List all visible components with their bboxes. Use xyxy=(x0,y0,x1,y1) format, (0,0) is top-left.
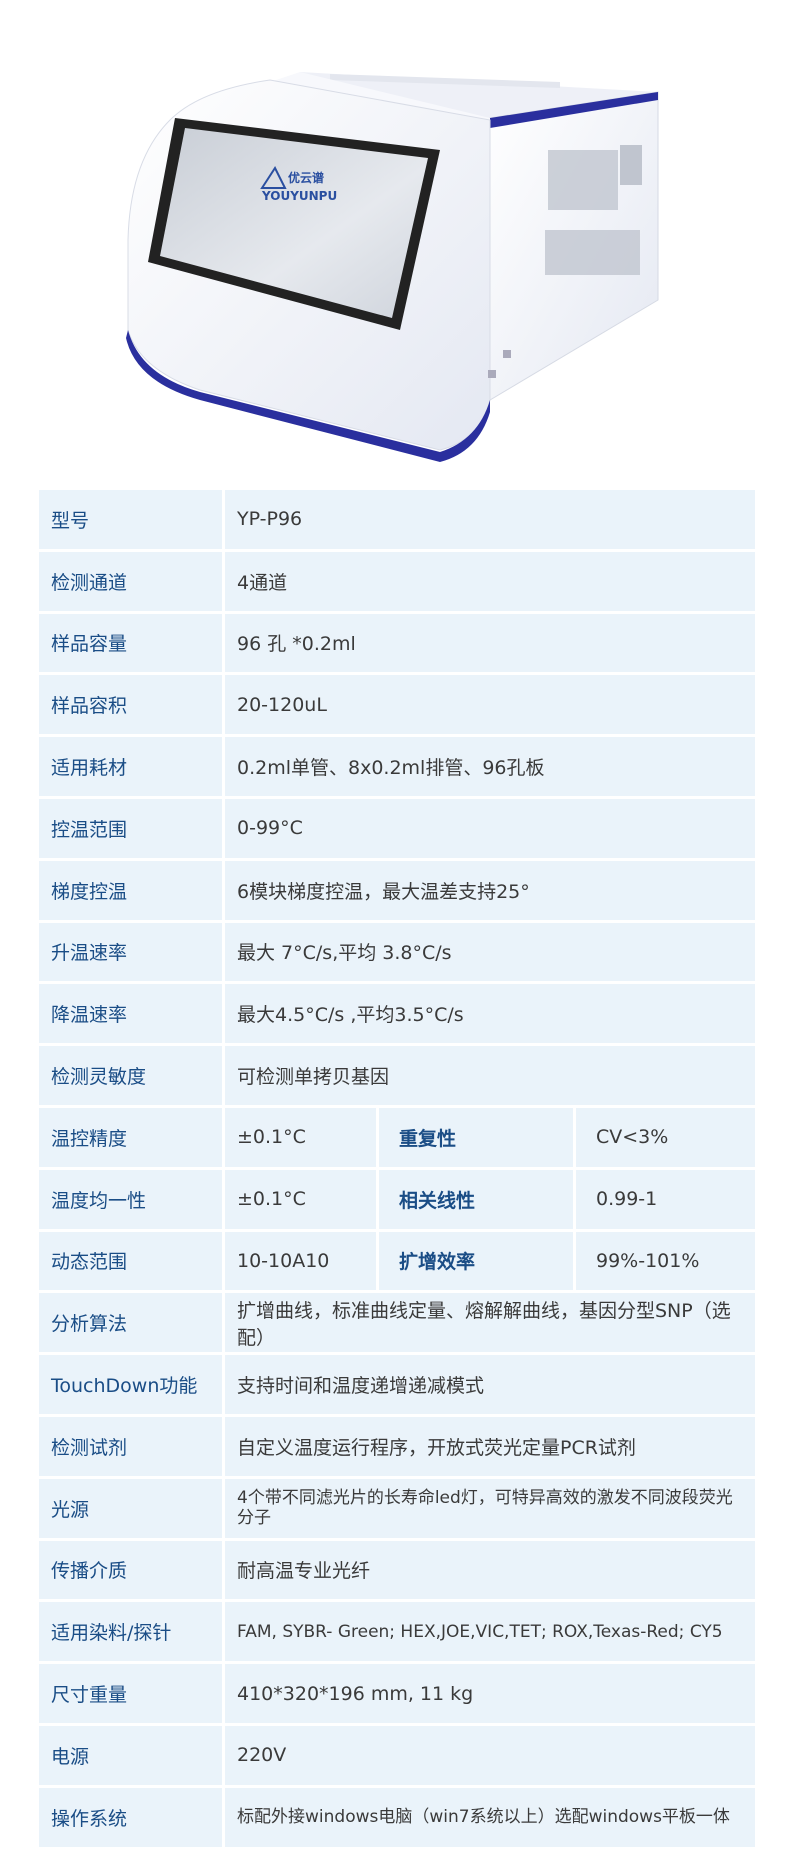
spec-label: 样品容积 xyxy=(39,675,222,735)
spec-label-2: 相关线性 xyxy=(379,1169,573,1229)
spec-row: 检测灵敏度 可检测单拷贝基因 xyxy=(39,1046,755,1105)
spec-row: 样品容积 20-120uL xyxy=(39,675,755,735)
spec-label: 检测灵敏度 xyxy=(39,1046,222,1105)
spec-label: 传播介质 xyxy=(39,1540,222,1600)
spec-label: 型号 xyxy=(39,490,222,549)
spec-value: YP-P96 xyxy=(225,490,755,549)
spec-row: 检测通道 4通道 xyxy=(39,551,755,611)
spec-row: 梯度控温 6模块梯度控温，最大温差支持25° xyxy=(39,860,755,920)
spec-value: 耐高温专业光纤 xyxy=(225,1540,755,1600)
spec-row: 尺寸重量 410*320*196 mm, 11 kg xyxy=(39,1664,755,1723)
spec-row: TouchDown功能 支持时间和温度递增递减模式 xyxy=(39,1355,755,1414)
spec-value: 4个带不同滤光片的长寿命led灯，可特异高效的激发不同波段荧光分子 xyxy=(225,1478,755,1538)
spec-label: 动态范围 xyxy=(39,1231,222,1291)
spec-value: 扩增曲线，标准曲线定量、熔解解曲线，基因分型SNP（选配） xyxy=(225,1293,755,1353)
spec-label: 温控精度 xyxy=(39,1107,222,1167)
spec-table: 型号 YP-P96 检测通道 4通道 样品容量 96 孔 *0.2ml 样品容积 20-120… xyxy=(39,490,755,1850)
spec-row-split: 温度均一性 ±0.1°C 相关线性 0.99-1 xyxy=(39,1169,755,1229)
spec-row: 型号 YP-P96 xyxy=(39,490,755,549)
spec-value: 96 孔 *0.2ml xyxy=(225,613,755,673)
spec-label: 降温速率 xyxy=(39,984,222,1044)
spec-label: 梯度控温 xyxy=(39,860,222,920)
spec-value: 支持时间和温度递增递减模式 xyxy=(225,1355,755,1414)
spec-value: 410*320*196 mm, 11 kg xyxy=(225,1664,755,1723)
spec-value: 0-99°C xyxy=(225,798,755,858)
spec-value: 6模块梯度控温，最大温差支持25° xyxy=(225,860,755,920)
spec-value: FAM, SYBR- Green; HEX,JOE,VIC,TET; ROX,T… xyxy=(225,1602,755,1662)
spec-label: 检测通道 xyxy=(39,551,222,611)
spec-row: 操作系统 标配外接windows电脑（win7系统以上）选配windows平板一体 xyxy=(39,1787,755,1847)
spec-label: 电源 xyxy=(39,1725,222,1785)
spec-label: 分析算法 xyxy=(39,1293,222,1353)
spec-row: 电源 220V xyxy=(39,1725,755,1785)
brand-name-cn: 优云谱 xyxy=(288,170,324,185)
spec-row: 样品容量 96 孔 *0.2ml xyxy=(39,613,755,673)
spec-label: TouchDown功能 xyxy=(39,1355,222,1414)
spec-label-2: 扩增效率 xyxy=(379,1231,573,1291)
spec-value-2: 99%-101% xyxy=(576,1231,755,1291)
spec-row: 传播介质 耐高温专业光纤 xyxy=(39,1540,755,1600)
spec-value: 自定义温度运行程序，开放式荧光定量PCR试剂 xyxy=(225,1416,755,1476)
spec-value: ±0.1°C xyxy=(225,1107,376,1167)
spec-label: 升温速率 xyxy=(39,922,222,982)
spec-label: 检测试剂 xyxy=(39,1416,222,1476)
spec-row: 检测试剂 自定义温度运行程序，开放式荧光定量PCR试剂 xyxy=(39,1416,755,1476)
brand-logo: YOUYUNPU xyxy=(261,189,337,203)
spec-label: 光源 xyxy=(39,1478,222,1538)
spec-value: 20-120uL xyxy=(225,675,755,735)
spec-value-2: 0.99-1 xyxy=(576,1169,755,1229)
spec-row: 分析算法 扩增曲线，标准曲线定量、熔解解曲线，基因分型SNP（选配） xyxy=(39,1293,755,1353)
spec-value: 最大 7°C/s,平均 3.8°C/s xyxy=(225,922,755,982)
spec-row: 适用耗材 0.2ml单管、8x0.2ml排管、96孔板 xyxy=(39,737,755,796)
spec-value: 最大4.5°C/s ,平均3.5°C/s xyxy=(225,984,755,1044)
spec-label: 操作系统 xyxy=(39,1787,222,1847)
spec-label: 尺寸重量 xyxy=(39,1664,222,1723)
spec-row-split: 温控精度 ±0.1°C 重复性 CV<3% xyxy=(39,1107,755,1167)
spec-value: 0.2ml单管、8x0.2ml排管、96孔板 xyxy=(225,737,755,796)
spec-label: 适用耗材 xyxy=(39,737,222,796)
spec-row: 降温速率 最大4.5°C/s ,平均3.5°C/s xyxy=(39,984,755,1044)
spec-row: 光源 4个带不同滤光片的长寿命led灯，可特异高效的激发不同波段荧光分子 xyxy=(39,1478,755,1538)
spec-label-2: 重复性 xyxy=(379,1107,573,1167)
spec-label: 温度均一性 xyxy=(39,1169,222,1229)
spec-value: 4通道 xyxy=(225,551,755,611)
spec-value: 标配外接windows电脑（win7系统以上）选配windows平板一体 xyxy=(225,1787,755,1847)
spec-label: 样品容量 xyxy=(39,613,222,673)
spec-row: 适用染料/探针 FAM, SYBR- Green; HEX,JOE,VIC,TET… xyxy=(39,1602,755,1662)
spec-value: 可检测单拷贝基因 xyxy=(225,1046,755,1105)
spec-label: 适用染料/探针 xyxy=(39,1602,222,1662)
spec-row: 控温范围 0-99°C xyxy=(39,798,755,858)
pcr-instrument-image: 优云谱 YOUYUNPU xyxy=(126,72,659,462)
spec-row: 升温速率 最大 7°C/s,平均 3.8°C/s xyxy=(39,922,755,982)
spec-value: ±0.1°C xyxy=(225,1169,376,1229)
spec-value-2: CV<3% xyxy=(576,1107,755,1167)
brand-logo-mark-icon xyxy=(260,165,287,189)
spec-value: 10-10A10 xyxy=(225,1231,376,1291)
spec-row-split: 动态范围 10-10A10 扩增效率 99%-101% xyxy=(39,1231,755,1291)
spec-value: 220V xyxy=(225,1725,755,1785)
spec-label: 控温范围 xyxy=(39,798,222,858)
